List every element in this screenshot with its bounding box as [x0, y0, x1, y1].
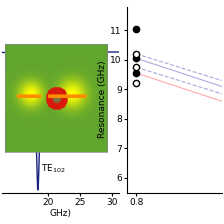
Text: TE$_{102}$: TE$_{102}$: [41, 162, 66, 175]
X-axis label: GHz): GHz): [50, 209, 71, 218]
Y-axis label: Resonance (GHz): Resonance (GHz): [99, 61, 108, 138]
